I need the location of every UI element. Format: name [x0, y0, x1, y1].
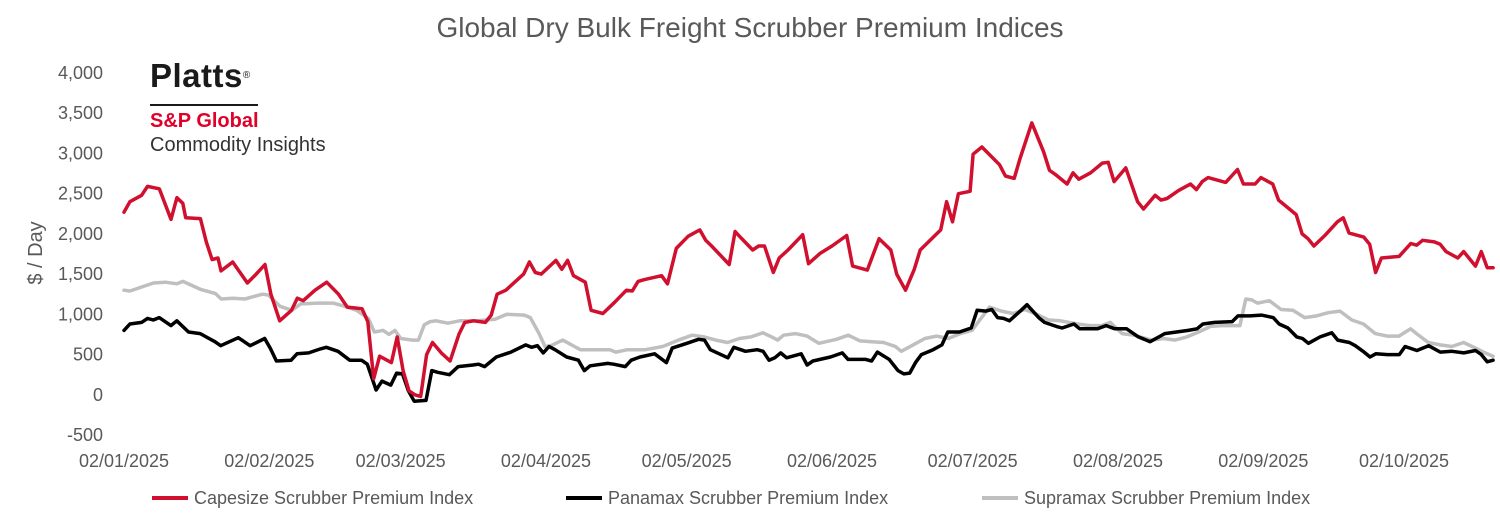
logo-brand: Platts® — [150, 58, 370, 94]
legend-item-supramax: Supramax Scrubber Premium Index — [982, 486, 1310, 510]
series-line-capesize — [122, 121, 1495, 399]
y-tick-label: 3,000 — [58, 143, 103, 163]
y-tick-label: 500 — [73, 345, 103, 365]
logo-brand-text: Platts — [150, 57, 243, 94]
legend-label-panamax: Panamax Scrubber Premium Index — [608, 487, 889, 508]
legend-label-capesize: Capesize Scrubber Premium Index — [194, 487, 474, 508]
x-tick-label: 02/10/2025 — [1359, 451, 1449, 471]
legend-swatch-supramax — [982, 496, 1018, 500]
y-tick-label: -500 — [67, 425, 103, 445]
y-tick-label: 3,500 — [58, 103, 103, 123]
series-lines — [122, 121, 1495, 403]
x-tick-label: 02/03/2025 — [356, 451, 446, 471]
series-line-panamax — [122, 302, 1495, 403]
x-axis-ticks: 02/01/2025 02/02/2025 02/03/2025 02/04/2025… — [79, 451, 1449, 471]
legend-swatch-capesize — [152, 496, 188, 500]
y-axis-ticks: -500 0 500 1,000 1,500 2,000 2,500 3,000 3,500 4,… — [58, 63, 103, 445]
x-tick-label: 02/02/2025 — [224, 451, 314, 471]
y-axis-label: $ / Day — [25, 221, 47, 284]
x-tick-label: 02/05/2025 — [642, 451, 732, 471]
logo-registered-mark: ® — [242, 70, 251, 81]
legend-label-supramax: Supramax Scrubber Premium Index — [1024, 487, 1311, 508]
x-tick-label: 02/04/2025 — [501, 451, 591, 471]
logo-company: S&P Global — [150, 110, 259, 132]
x-tick-label: 02/01/2025 — [79, 451, 169, 471]
logo-division: Commodity Insights — [150, 134, 326, 156]
x-tick-label: 02/08/2025 — [1073, 451, 1163, 471]
y-tick-label: 4,000 — [58, 63, 103, 83]
chart-legend: Capesize Scrubber Premium Index Panamax … — [0, 486, 1500, 510]
y-tick-label: 1,000 — [58, 304, 103, 324]
logo-divider — [150, 104, 258, 106]
y-tick-label: 2,500 — [58, 184, 103, 204]
x-tick-label: 02/09/2025 — [1218, 451, 1308, 471]
y-tick-label: 2,000 — [58, 224, 103, 244]
y-tick-label: 1,500 — [58, 264, 103, 284]
legend-item-capesize: Capesize Scrubber Premium Index — [152, 486, 473, 510]
series-line-supramax — [122, 279, 1495, 358]
legend-swatch-panamax — [566, 496, 602, 500]
chart-title: Global Dry Bulk Freight Scrubber Premium… — [436, 12, 1064, 43]
platts-logo: Platts® S&P Global Commodity Insights — [150, 58, 370, 158]
y-tick-label: 0 — [93, 385, 103, 405]
y-axis-label-group: $ / Day — [25, 221, 47, 284]
x-tick-label: 02/07/2025 — [928, 451, 1018, 471]
legend-item-panamax: Panamax Scrubber Premium Index — [566, 486, 888, 510]
x-tick-label: 02/06/2025 — [787, 451, 877, 471]
